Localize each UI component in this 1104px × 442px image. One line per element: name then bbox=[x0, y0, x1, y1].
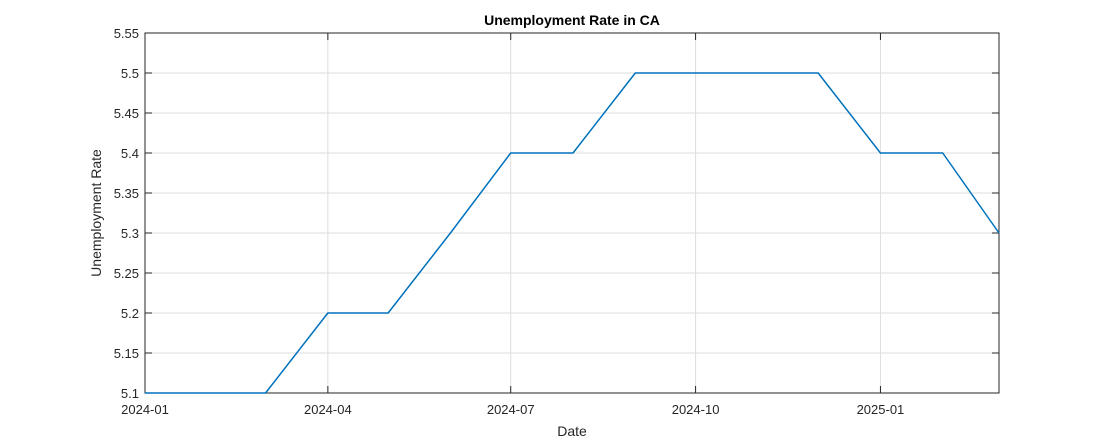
y-tick-label: 5.5 bbox=[121, 66, 139, 81]
y-tick-label: 5.3 bbox=[121, 226, 139, 241]
y-tick-label: 5.1 bbox=[121, 386, 139, 401]
x-tick-label: 2024-07 bbox=[487, 402, 535, 417]
plot-area bbox=[145, 33, 999, 393]
y-tick-label: 5.25 bbox=[114, 266, 139, 281]
x-tick-label: 2024-04 bbox=[304, 402, 352, 417]
y-axis: 5.1 5.15 5.2 5.25 5.3 5.35 5.4 5.45 5.5 5.55 bbox=[114, 26, 999, 401]
y-tick-label: 5.35 bbox=[114, 186, 139, 201]
y-tick-label: 5.55 bbox=[114, 26, 139, 41]
y-tick-label: 5.45 bbox=[114, 106, 139, 121]
y-tick-label: 5.4 bbox=[121, 146, 139, 161]
x-axis: 2024-01 2024-04 2024-07 2024-10 2025-01 bbox=[121, 33, 904, 417]
x-tick-label: 2024-01 bbox=[121, 402, 169, 417]
x-tick-label: 2025-01 bbox=[857, 402, 905, 417]
y-axis-label: Unemployment Rate bbox=[88, 149, 104, 277]
x-tick-label: 2024-10 bbox=[672, 402, 720, 417]
series-group bbox=[144, 72, 1000, 394]
y-tick-label: 5.15 bbox=[114, 346, 139, 361]
chart-title: Unemployment Rate in CA bbox=[484, 12, 660, 28]
plot-frame bbox=[144, 32, 1000, 394]
y-tick-label: 5.2 bbox=[121, 306, 139, 321]
x-axis-label: Date bbox=[557, 423, 587, 439]
